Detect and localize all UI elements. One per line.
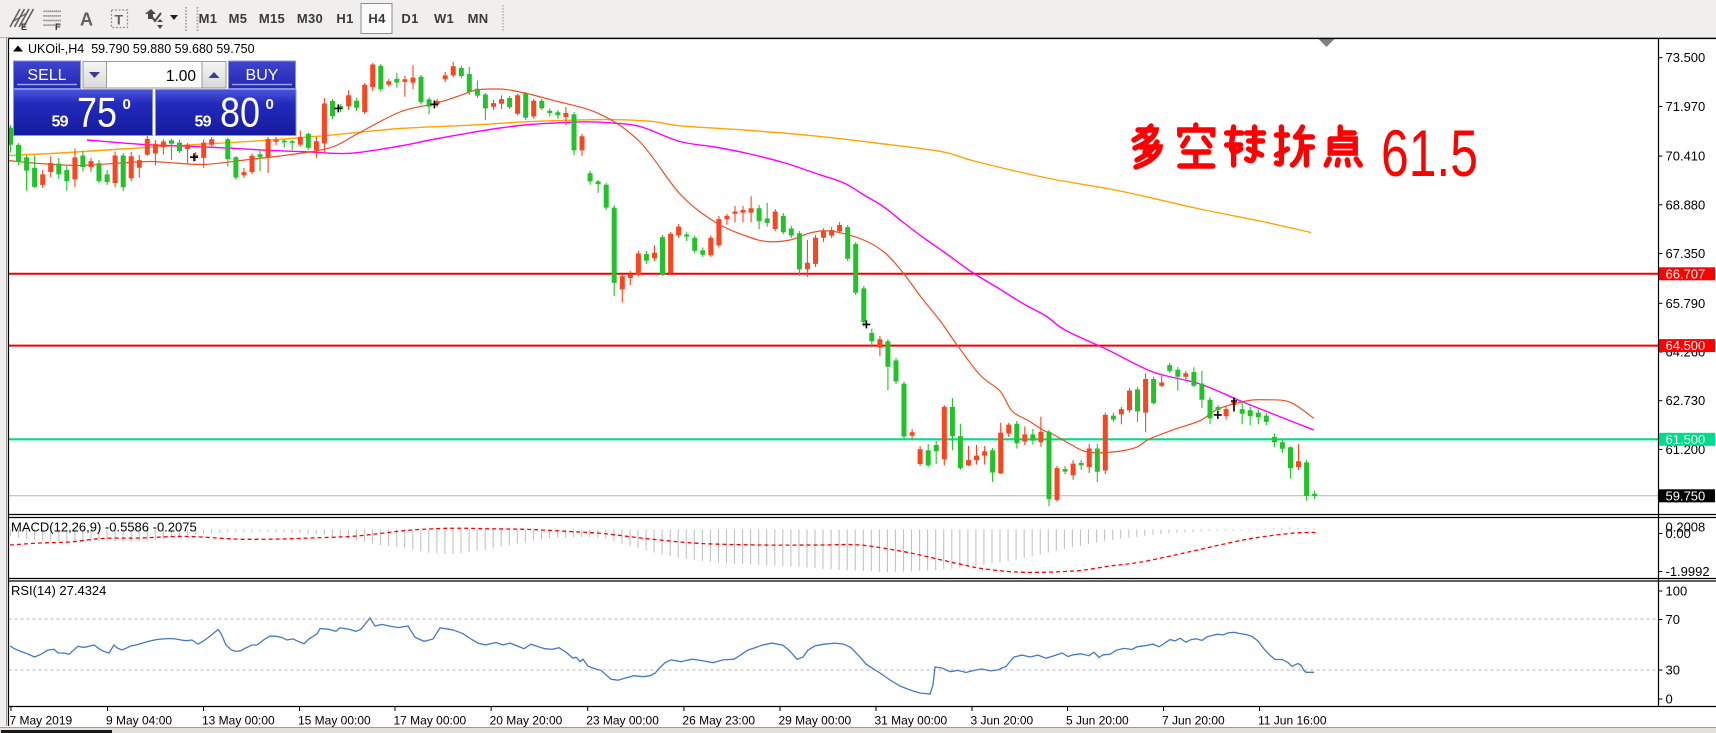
svg-text:RSI(14) 27.4324: RSI(14) 27.4324 <box>11 583 106 598</box>
svg-text:31 May 00:00: 31 May 00:00 <box>875 714 948 728</box>
svg-text:H4: H4 <box>368 11 386 26</box>
svg-text:61.500: 61.500 <box>1666 432 1706 447</box>
svg-text:1.00: 1.00 <box>166 68 197 85</box>
svg-text:70.410: 70.410 <box>1666 149 1706 164</box>
svg-text:0.2008: 0.2008 <box>1666 520 1706 535</box>
svg-text:A: A <box>80 10 93 30</box>
svg-text:M1: M1 <box>199 11 218 26</box>
svg-text:5 Jun 20:00: 5 Jun 20:00 <box>1066 714 1129 728</box>
svg-text:67.350: 67.350 <box>1666 246 1706 261</box>
svg-text:23 May 00:00: 23 May 00:00 <box>586 714 659 728</box>
svg-text:7 May 2019: 7 May 2019 <box>10 714 73 728</box>
svg-text:64.500: 64.500 <box>1666 338 1706 353</box>
svg-text:75: 75 <box>77 89 117 136</box>
svg-text:MACD(12,26,9) -0.5586 -0.2075: MACD(12,26,9) -0.5586 -0.2075 <box>11 520 197 535</box>
svg-text:20 May 20:00: 20 May 20:00 <box>490 714 563 728</box>
svg-text:100: 100 <box>1666 584 1688 599</box>
svg-text:-1.9992: -1.9992 <box>1666 564 1710 579</box>
svg-text:59: 59 <box>195 114 212 131</box>
svg-text:M5: M5 <box>229 11 248 26</box>
svg-text:7 Jun 20:00: 7 Jun 20:00 <box>1162 714 1225 728</box>
svg-text:0.00: 0.00 <box>1666 526 1691 541</box>
svg-text:70: 70 <box>1666 612 1680 627</box>
svg-text:29 May 00:00: 29 May 00:00 <box>779 714 852 728</box>
svg-text:3 Jun 20:00: 3 Jun 20:00 <box>971 714 1034 728</box>
svg-text:11 Jun 16:00: 11 Jun 16:00 <box>1258 714 1327 728</box>
svg-text:73.500: 73.500 <box>1666 50 1706 65</box>
svg-text:UKOil-,H4 59.790 59.880 59.68: UKOil-,H4 59.790 59.880 59.680 59.750 <box>28 42 255 56</box>
svg-text:59.750: 59.750 <box>1666 488 1706 503</box>
svg-text:M15: M15 <box>259 11 285 26</box>
svg-text:9 May 04:00: 9 May 04:00 <box>106 714 172 728</box>
svg-text:61.5: 61.5 <box>1381 116 1478 190</box>
svg-text:SELL: SELL <box>27 67 66 84</box>
svg-text:17 May 00:00: 17 May 00:00 <box>394 714 467 728</box>
svg-text:E: E <box>21 22 27 32</box>
svg-text:T: T <box>115 12 124 28</box>
svg-text:0: 0 <box>266 96 274 113</box>
svg-text:62.730: 62.730 <box>1666 393 1706 408</box>
svg-text:0: 0 <box>1666 692 1673 707</box>
svg-text:65.790: 65.790 <box>1666 296 1706 311</box>
svg-text:15 May 00:00: 15 May 00:00 <box>298 714 371 728</box>
svg-text:W1: W1 <box>434 11 454 26</box>
svg-text:13 May 00:00: 13 May 00:00 <box>202 714 275 728</box>
svg-text:BUY: BUY <box>246 67 279 84</box>
svg-text:H1: H1 <box>336 11 353 26</box>
svg-text:D1: D1 <box>401 11 418 26</box>
svg-text:80: 80 <box>220 89 260 136</box>
svg-text:MN: MN <box>468 11 489 26</box>
svg-text:30: 30 <box>1666 663 1680 678</box>
svg-text:59: 59 <box>52 114 69 131</box>
svg-text:26 May 23:00: 26 May 23:00 <box>682 714 755 728</box>
svg-text:F: F <box>55 22 61 32</box>
svg-text:M30: M30 <box>297 11 323 26</box>
svg-text:71.970: 71.970 <box>1666 99 1706 114</box>
svg-text:68.880: 68.880 <box>1666 197 1706 212</box>
svg-text:66.707: 66.707 <box>1666 266 1706 281</box>
svg-text:0: 0 <box>123 96 131 113</box>
